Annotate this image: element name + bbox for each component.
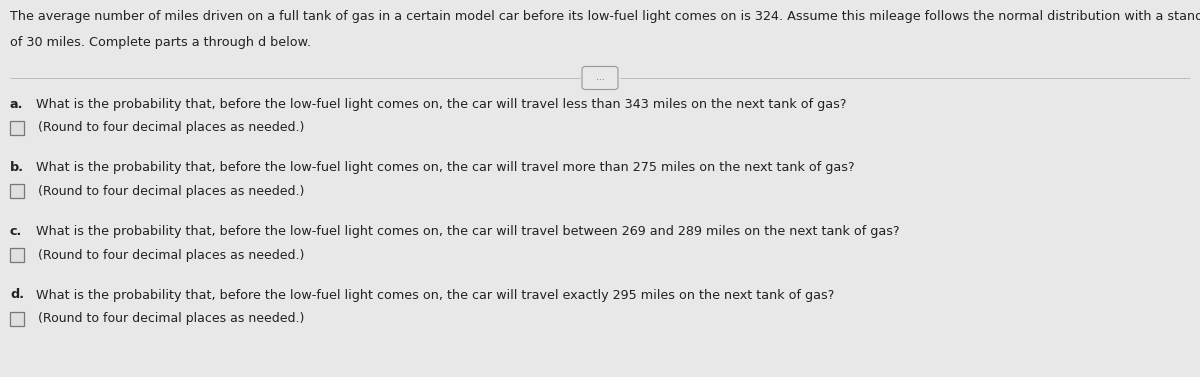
Text: of 30 miles. Complete parts a through d below.: of 30 miles. Complete parts a through d …	[10, 36, 311, 49]
Text: What is the probability that, before the low-fuel light comes on, the car will t: What is the probability that, before the…	[36, 288, 834, 302]
Text: (Round to four decimal places as needed.): (Round to four decimal places as needed.…	[38, 248, 305, 262]
Bar	[10, 248, 24, 262]
Text: ...: ...	[595, 74, 605, 83]
Text: c.: c.	[10, 225, 23, 238]
Bar	[10, 311, 24, 325]
Bar	[10, 121, 24, 135]
Text: What is the probability that, before the low-fuel light comes on, the car will t: What is the probability that, before the…	[36, 161, 854, 175]
Text: (Round to four decimal places as needed.): (Round to four decimal places as needed.…	[38, 121, 305, 135]
Text: What is the probability that, before the low-fuel light comes on, the car will t: What is the probability that, before the…	[36, 225, 900, 238]
FancyBboxPatch shape	[582, 66, 618, 89]
Text: (Round to four decimal places as needed.): (Round to four decimal places as needed.…	[38, 312, 305, 325]
Text: (Round to four decimal places as needed.): (Round to four decimal places as needed.…	[38, 185, 305, 198]
Text: d.: d.	[10, 288, 24, 302]
Text: What is the probability that, before the low-fuel light comes on, the car will t: What is the probability that, before the…	[36, 98, 846, 111]
Bar	[10, 184, 24, 199]
Text: a.: a.	[10, 98, 23, 111]
Text: The average number of miles driven on a full tank of gas in a certain model car : The average number of miles driven on a …	[10, 10, 1200, 23]
Text: b.: b.	[10, 161, 24, 175]
